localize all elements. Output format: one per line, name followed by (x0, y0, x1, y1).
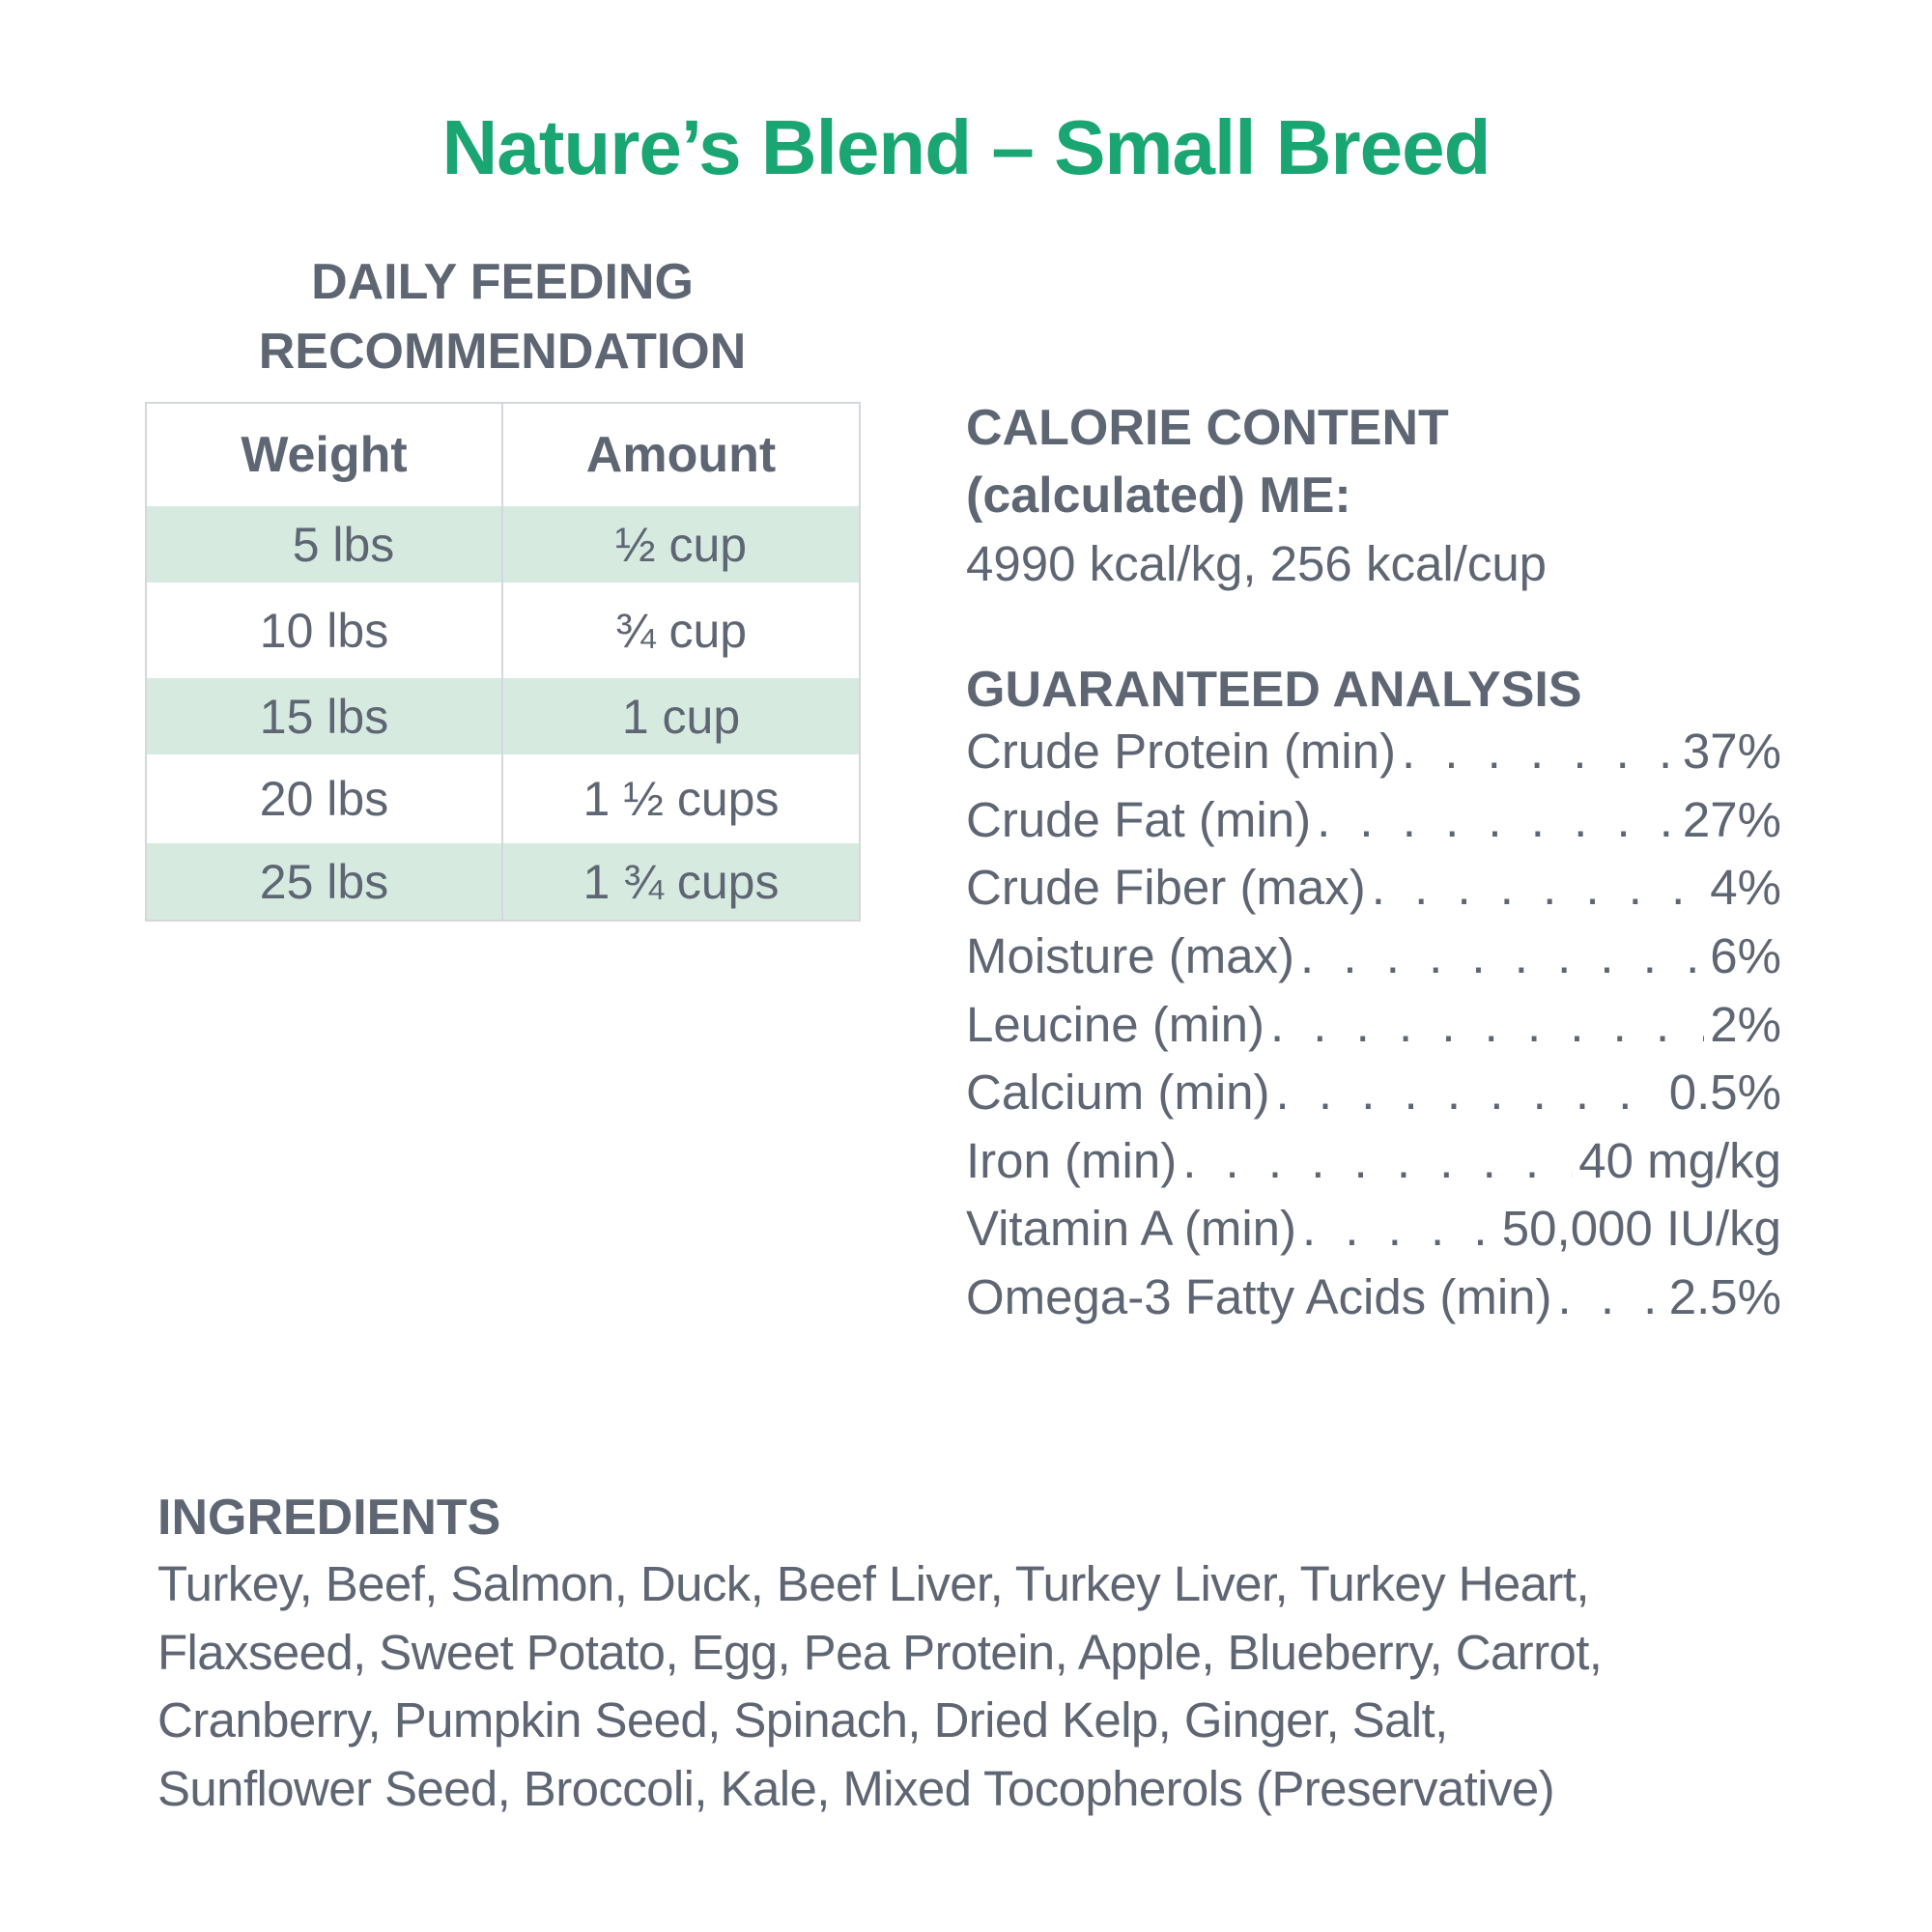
column-header-amount: Amount (501, 402, 861, 506)
analysis-label: Moisture (max) (966, 928, 1295, 983)
ingredients-line: Flaxseed, Sweet Potato, Egg, Pea Protein… (157, 1625, 1603, 1680)
analysis-label: Crude Fat (min) (966, 792, 1312, 847)
amount-cell: ½ cup (501, 506, 861, 582)
analysis-value: 6% (1710, 928, 1781, 983)
feeding-table-header: Weight Amount (145, 402, 861, 506)
feeding-heading-line1: DAILY FEEDING (311, 254, 694, 310)
analysis-label: Iron (min) (966, 1133, 1178, 1188)
table-row: 15 lbs 1 cup (145, 678, 861, 754)
calorie-heading-line2: (calculated) ME: (966, 468, 1351, 524)
table-row: 5 lbs ½ cup (145, 506, 861, 582)
ingredients-line: Sunflower Seed, Broccoli, Kale, Mixed To… (157, 1761, 1555, 1816)
dot-leader: . . . . . . . . . . . . . . . . . . . . … (1275, 1065, 1663, 1120)
analysis-row: Crude Fiber (max) . . . . . . . . . . . … (966, 859, 1781, 917)
dot-leader: . . . . . . . . . . . . . . . . . . . . … (1269, 997, 1704, 1052)
analysis-heading: GUARANTEED ANALYSIS (966, 662, 1582, 718)
analysis-row: Omega-3 Fatty Acids (min) . . . . . . . … (966, 1268, 1781, 1326)
analysis-row: Moisture (max) . . . . . . . . . . . . .… (966, 927, 1781, 985)
table-row: 20 lbs 1 ½ cups (145, 754, 861, 843)
analysis-row: Iron (min) . . . . . . . . . . . . . . .… (966, 1132, 1781, 1190)
analysis-value: 2% (1710, 997, 1781, 1052)
analysis-row: Leucine (min) . . . . . . . . . . . . . … (966, 996, 1781, 1054)
analysis-value: 0.5% (1668, 1065, 1781, 1120)
amount-cell: 1 ½ cups (501, 754, 861, 843)
analysis-row: Crude Protein (min) . . . . . . . . . . … (966, 723, 1781, 781)
ingredients-line: Cranberry, Pumpkin Seed, Spinach, Dried … (157, 1692, 1448, 1747)
amount-cell: ¾ cup (501, 582, 861, 678)
product-title: Nature’s Blend – Small Breed (441, 104, 1492, 190)
weight-cell: 5 lbs (145, 506, 503, 582)
analysis-label: Crude Protein (min) (966, 724, 1396, 779)
column-header-weight: Weight (145, 402, 503, 506)
amount-cell: 1 cup (501, 678, 861, 754)
analysis-label: Omega-3 Fatty Acids (min) (966, 1269, 1552, 1324)
feeding-table: Weight Amount 5 lbs ½ cup 10 lbs ¾ cup 1… (145, 402, 861, 922)
analysis-value: 27% (1682, 792, 1781, 847)
weight-cell: 10 lbs (145, 582, 503, 678)
analysis-value: 40 mg/kg (1578, 1133, 1781, 1188)
analysis-row: Calcium (min) . . . . . . . . . . . . . … (966, 1064, 1781, 1122)
dot-leader: . . . . . . . . . . . . . . . . . . . . … (1317, 792, 1677, 847)
dot-leader: . . . . . . . . . . . . . . . . . . . . … (1302, 1201, 1496, 1256)
dot-leader: . . . . . . . . . . . . . . . . . . . . … (1557, 1269, 1663, 1324)
weight-cell: 20 lbs (145, 754, 503, 843)
analysis-label: Vitamin A (min) (966, 1201, 1297, 1256)
dot-leader: . . . . . . . . . . . . . . . . . . . . … (1371, 860, 1705, 915)
analysis-row: Crude Fat (min) . . . . . . . . . . . . … (966, 791, 1781, 849)
amount-cell: 1 ¾ cups (501, 843, 861, 922)
analysis-row: Vitamin A (min) . . . . . . . . . . . . … (966, 1200, 1781, 1258)
dot-leader: . . . . . . . . . . . . . . . . . . . . … (1401, 724, 1677, 779)
weight-cell: 25 lbs (145, 843, 503, 922)
feeding-heading-line2: RECOMMENDATION (258, 324, 747, 380)
analysis-value: 2.5% (1668, 1269, 1781, 1324)
dot-leader: . . . . . . . . . . . . . . . . . . . . … (1300, 928, 1704, 983)
table-row: 25 lbs 1 ¾ cups (145, 843, 861, 922)
analysis-value: 50,000 IU/kg (1501, 1201, 1781, 1256)
ingredients-line: Turkey, Beef, Salmon, Duck, Beef Liver, … (157, 1556, 1590, 1611)
analysis-label: Calcium (min) (966, 1065, 1270, 1120)
analysis-label: Leucine (min) (966, 997, 1264, 1052)
analysis-label: Crude Fiber (max) (966, 860, 1366, 915)
table-row: 10 lbs ¾ cup (145, 582, 861, 678)
analysis-value: 4% (1710, 860, 1781, 915)
dot-leader: . . . . . . . . . . . . . . . . . . . . … (1182, 1133, 1573, 1188)
calorie-heading-line1: CALORIE CONTENT (966, 400, 1449, 456)
ingredients-heading: INGREDIENTS (157, 1490, 501, 1546)
calorie-value: 4990 kcal/kg, 256 kcal/cup (966, 536, 1548, 591)
weight-cell: 15 lbs (145, 678, 503, 754)
analysis-value: 37% (1682, 724, 1781, 779)
